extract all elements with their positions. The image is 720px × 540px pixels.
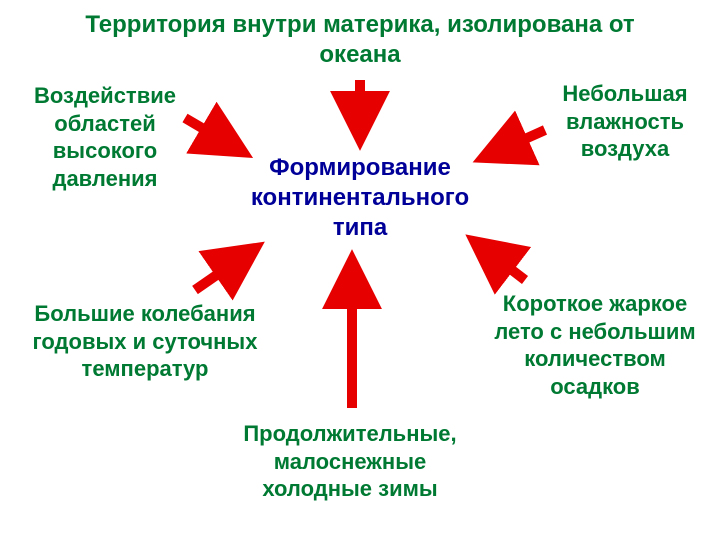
factor-left: Большие колебания годовых и суточных тем… <box>15 300 275 383</box>
arrow-top-right <box>489 130 545 155</box>
center-label: Формирование континентального типа <box>230 153 490 243</box>
arrow-right <box>480 245 525 280</box>
factor-top-right: Небольшая влажность воздуха <box>545 80 705 163</box>
arrow-left <box>195 252 250 290</box>
factor-right: Короткое жаркое лето с небольшим количес… <box>480 290 710 400</box>
factor-top: Территория внутри материка, изолирована … <box>30 10 690 70</box>
diagram-canvas: Формирование континентального типа Терри… <box>0 0 720 540</box>
arrow-top-left <box>185 118 238 149</box>
factor-top-left: Воздействие областей высокого давления <box>20 82 190 192</box>
factor-bottom: Продолжительные, малоснежные холодные зи… <box>220 420 480 503</box>
